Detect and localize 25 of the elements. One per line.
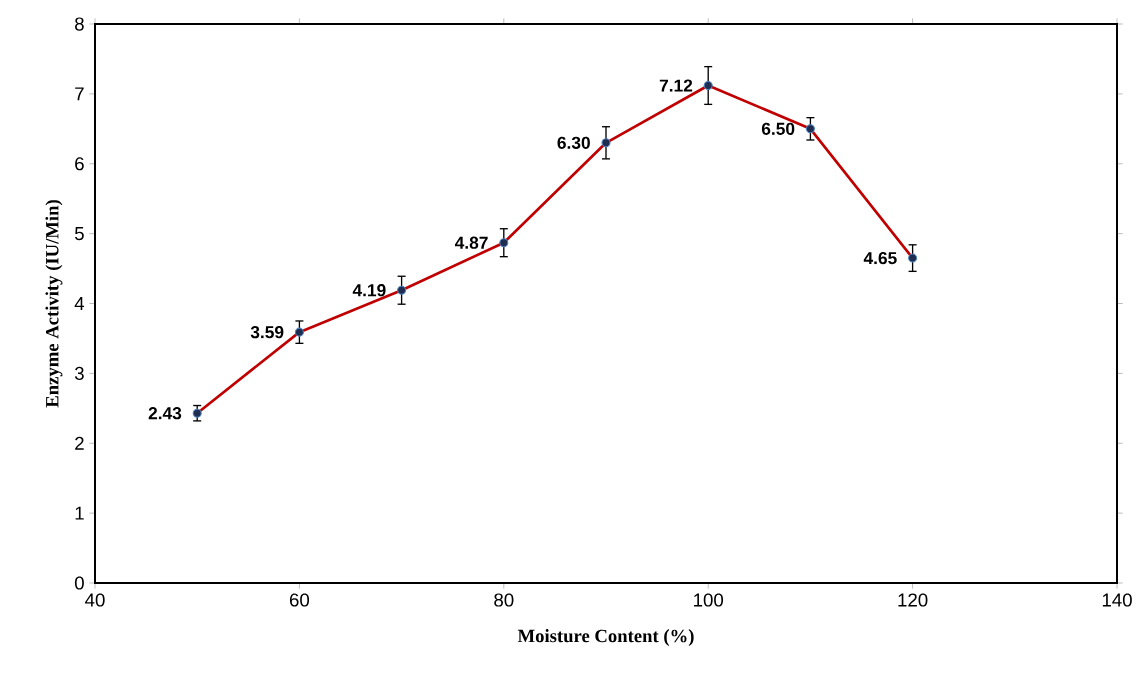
data-label: 4.65	[863, 251, 897, 265]
x-axis-title: Moisture Content (%)	[517, 629, 694, 647]
data-label: 3.59	[250, 326, 284, 339]
y-tick-label: 6	[75, 157, 84, 171]
data-label: 6.30	[557, 136, 590, 149]
y-tick-label: 1	[75, 506, 84, 520]
y-tick-label: 2	[75, 436, 84, 450]
y-tick-label: 8	[75, 17, 84, 31]
y-tick-label: 7	[75, 87, 84, 101]
data-label: 6.50	[761, 122, 795, 135]
x-tick-label: 40	[85, 593, 105, 607]
y-tick-label: 0	[74, 576, 84, 590]
y-axis-title: Enzyme Activity (IU/Min)	[45, 200, 63, 408]
data-label: 4.19	[352, 284, 386, 297]
x-tick-label: 140	[1102, 593, 1132, 607]
x-tick-label: 80	[494, 593, 514, 607]
x-tick-label: 60	[289, 593, 310, 607]
data-label: 2.43	[148, 407, 182, 420]
x-tick-label: 120	[898, 593, 928, 607]
data-label: 7.12	[659, 79, 693, 92]
data-label: 4.87	[454, 236, 488, 249]
y-tick-label: 3	[74, 366, 84, 380]
y-tick-label: 5	[74, 227, 84, 241]
x-tick-label: 100	[694, 593, 724, 607]
y-tick-label: 4	[74, 297, 85, 310]
